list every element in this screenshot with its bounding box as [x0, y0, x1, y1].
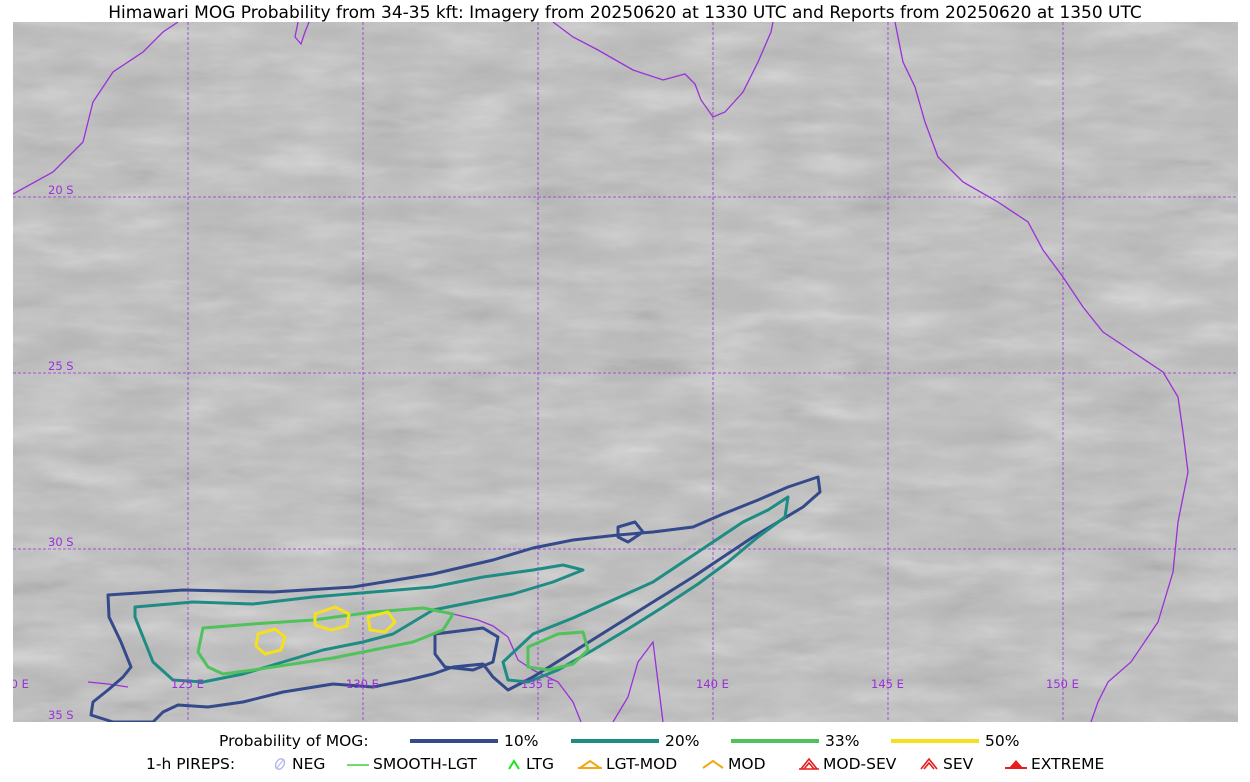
legend-swatch-20	[571, 739, 659, 743]
lon-label-140: 140 E	[696, 677, 729, 691]
legend-label-ltg: LTG	[526, 755, 554, 773]
legend-label-10: 10%	[504, 732, 539, 750]
pirep-legend-label: 1-h PIREPS:	[146, 755, 236, 773]
legend-item-20: 20%	[571, 732, 699, 750]
legend-item-mod: MOD	[701, 755, 766, 773]
probability-legend: Probability of MOG: 10% 20% 33% 50%	[0, 732, 1250, 754]
contour-33-main	[196, 606, 455, 676]
ltg-icon	[508, 759, 520, 770]
legend-item-10: 10%	[410, 732, 538, 750]
legend-item-sev: SEV	[918, 755, 973, 773]
smooth-lgt-icon	[347, 764, 369, 766]
lon-label-135: 135 E	[521, 677, 554, 691]
mod-sev-icon	[799, 757, 819, 770]
legend-item-ltg: LTG	[505, 755, 554, 773]
figure-title: Himawari MOG Probability from 34-35 kft:…	[108, 3, 1142, 23]
lon-label-150: 150 E	[1046, 677, 1079, 691]
contour-20-main	[133, 563, 585, 684]
contour-50-c	[366, 610, 397, 634]
imagery-texture	[13, 22, 1238, 722]
lon-label-145: 145 E	[871, 677, 904, 691]
legend-label-smooth-lgt: SMOOTH-LGT	[373, 755, 477, 773]
legend-label-50: 50%	[985, 732, 1020, 750]
legend-label-mod-sev: MOD-SEV	[823, 755, 897, 773]
legend-item-lgt-mod: LGT-MOD	[577, 755, 677, 773]
legend-item-mod-sev: MOD-SEV	[798, 755, 896, 773]
probability-contours	[89, 475, 822, 722]
extreme-icon	[1005, 760, 1027, 769]
mod-icon	[702, 759, 724, 769]
lgt-mod-icon	[578, 759, 602, 769]
contour-50-b	[313, 605, 351, 632]
lat-label-30: 30 S	[48, 535, 74, 549]
legend-label-33: 33%	[825, 732, 860, 750]
map-panel[interactable]: 120 E 125 E 130 E 135 E 140 E 145 E 150 E 20 S 2…	[13, 22, 1238, 722]
probability-legend-label: Probability of MOG:	[219, 732, 369, 750]
legend-item-extreme: EXTREME	[1004, 755, 1104, 773]
contour-10-island	[433, 626, 500, 672]
lat-label-35: 35 S	[48, 708, 74, 722]
pirep-legend: 1-h PIREPS: NEG SMOOTH-LGT LTG LGT-MOD M…	[0, 755, 1250, 777]
neg-icon	[274, 758, 286, 770]
graticule	[13, 22, 1238, 722]
legend-swatch-10	[410, 739, 498, 743]
lon-label-130: 130 E	[346, 677, 379, 691]
lat-label-25: 25 S	[48, 359, 74, 373]
legend-item-33: 33%	[731, 732, 859, 750]
legend-label-20: 20%	[665, 732, 700, 750]
legend-item-neg: NEG	[271, 755, 325, 773]
lon-label-120: 120 E	[13, 677, 29, 691]
graticule-labels: 120 E 125 E 130 E 135 E 140 E 145 E 150 E 20 S 2…	[13, 183, 1079, 722]
coastline	[13, 22, 1189, 722]
sev-icon	[920, 757, 938, 770]
contour-10-main	[89, 475, 822, 722]
lon-label-125: 125 E	[171, 677, 204, 691]
legend-swatch-33	[731, 739, 819, 743]
legend-swatch-50	[891, 739, 979, 743]
legend-label-lgt-mod: LGT-MOD	[606, 755, 678, 773]
contour-50-a	[254, 627, 287, 656]
legend-label-mod: MOD	[728, 755, 766, 773]
lat-label-20: 20 S	[48, 183, 74, 197]
contour-10-island-2	[616, 520, 645, 544]
legend-item-50: 50%	[891, 732, 1019, 750]
contour-33-east	[526, 630, 590, 672]
legend-label-neg: NEG	[292, 755, 326, 773]
legend-label-sev: SEV	[943, 755, 974, 773]
legend-item-smooth-lgt: SMOOTH-LGT	[346, 755, 477, 773]
legend-label-extreme: EXTREME	[1031, 755, 1105, 773]
